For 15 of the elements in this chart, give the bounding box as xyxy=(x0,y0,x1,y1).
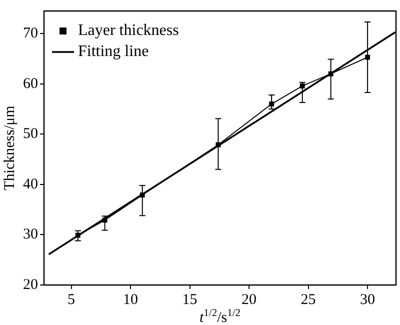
y-tick-label: 70 xyxy=(23,26,38,42)
y-axis-title: Thickness/μm xyxy=(2,105,18,190)
x-tick-label: 20 xyxy=(242,292,257,308)
y-tick-label: 20 xyxy=(23,276,38,293)
x-tick-label: 10 xyxy=(123,292,138,308)
legend-label: Fitting line xyxy=(78,43,149,60)
y-tick-label: 40 xyxy=(23,176,38,192)
y-tick-label: 50 xyxy=(23,126,38,142)
y-tick-label: 30 xyxy=(23,226,38,243)
y-tick-label: 60 xyxy=(23,76,38,92)
x-tick-label: 5 xyxy=(68,292,76,308)
x-tick-label: 30 xyxy=(360,292,376,308)
x-tick-label: 25 xyxy=(300,292,316,308)
x-tick-label: 15 xyxy=(182,292,198,308)
legend-label: Layer thickness xyxy=(78,22,179,40)
